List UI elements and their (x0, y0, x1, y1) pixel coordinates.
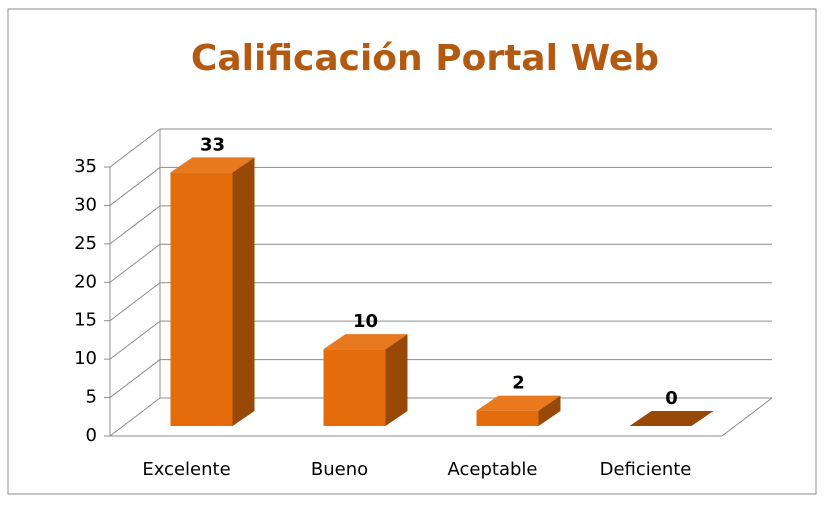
grid-line (109, 205, 161, 245)
bar (323, 349, 386, 426)
bar-side (232, 157, 255, 426)
bar (476, 410, 539, 426)
grid-line (109, 167, 161, 206)
bar-top (323, 334, 408, 350)
y-tick-label: 25 (74, 233, 97, 254)
bar (170, 172, 233, 426)
data-label: 2 (512, 373, 525, 394)
grid-line (109, 282, 161, 322)
bar-side (385, 334, 408, 426)
floor-line (721, 397, 773, 437)
y-tick-label: 15 (74, 310, 97, 331)
y-tick-label: 30 (74, 194, 97, 215)
bar-top (170, 157, 255, 173)
x-tick-label: Deficiente (600, 459, 692, 480)
y-tick-label: 20 (74, 271, 97, 292)
bar-side (538, 395, 561, 426)
grid-line (109, 128, 161, 168)
x-tick-label: Bueno (311, 459, 368, 480)
bar-top (476, 395, 561, 411)
data-label: 0 (665, 388, 678, 409)
y-tick-label: 0 (86, 425, 97, 446)
chart-title: Calificación Portal Web (191, 38, 659, 79)
y-tick-label: 35 (74, 156, 97, 177)
bar-top (629, 411, 714, 426)
grid-line (109, 320, 161, 360)
grid-line (109, 243, 161, 283)
x-tick-label: Excelente (142, 459, 230, 480)
y-tick-label: 5 (86, 387, 97, 408)
y-tick-label: 10 (74, 348, 97, 369)
x-tick-label: Aceptable (448, 459, 538, 480)
data-label: 10 (353, 311, 378, 332)
data-label: 33 (200, 134, 225, 155)
grid-line (109, 397, 161, 437)
grid-line (109, 359, 161, 398)
